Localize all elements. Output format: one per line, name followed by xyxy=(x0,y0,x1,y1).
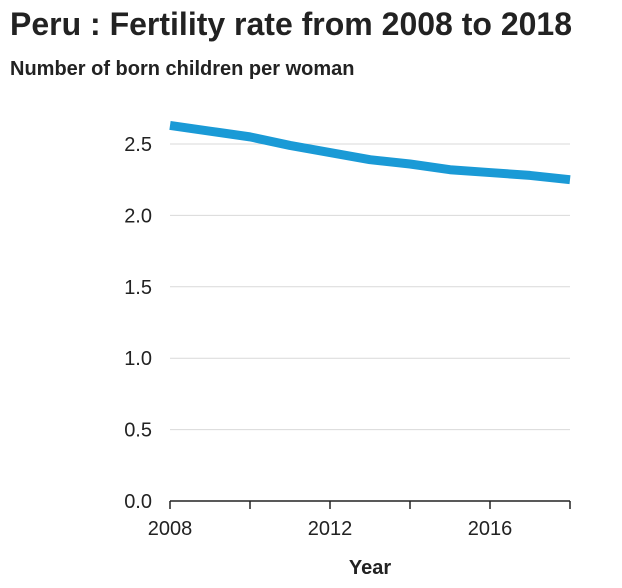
y-tick-label: 0.0 xyxy=(124,491,152,513)
gridlines xyxy=(170,143,570,431)
series-line xyxy=(169,120,571,185)
x-tick-label: 2008 xyxy=(148,518,193,540)
y-axis-tick-labels: 0.0 0.5 1.0 1.5 2.0 2.5 xyxy=(124,134,152,513)
chart-subtitle: Number of born children per woman xyxy=(10,58,355,80)
chart-title: Peru : Fertility rate from 2008 to 2018 xyxy=(10,6,572,42)
x-axis-tick-labels: 2008 2012 2016 xyxy=(148,518,513,540)
y-tick-label: 2.0 xyxy=(124,205,152,227)
y-tick-label: 1.5 xyxy=(124,277,152,299)
x-tick-label: 2012 xyxy=(308,518,353,540)
y-tick-label: 0.5 xyxy=(124,420,152,442)
y-tick-label: 2.5 xyxy=(124,134,152,156)
x-axis-title: Year xyxy=(349,557,391,579)
series-layer xyxy=(169,120,571,185)
y-tick-label: 1.0 xyxy=(124,348,152,370)
x-axis xyxy=(169,500,571,509)
x-tick-label: 2016 xyxy=(468,518,513,540)
